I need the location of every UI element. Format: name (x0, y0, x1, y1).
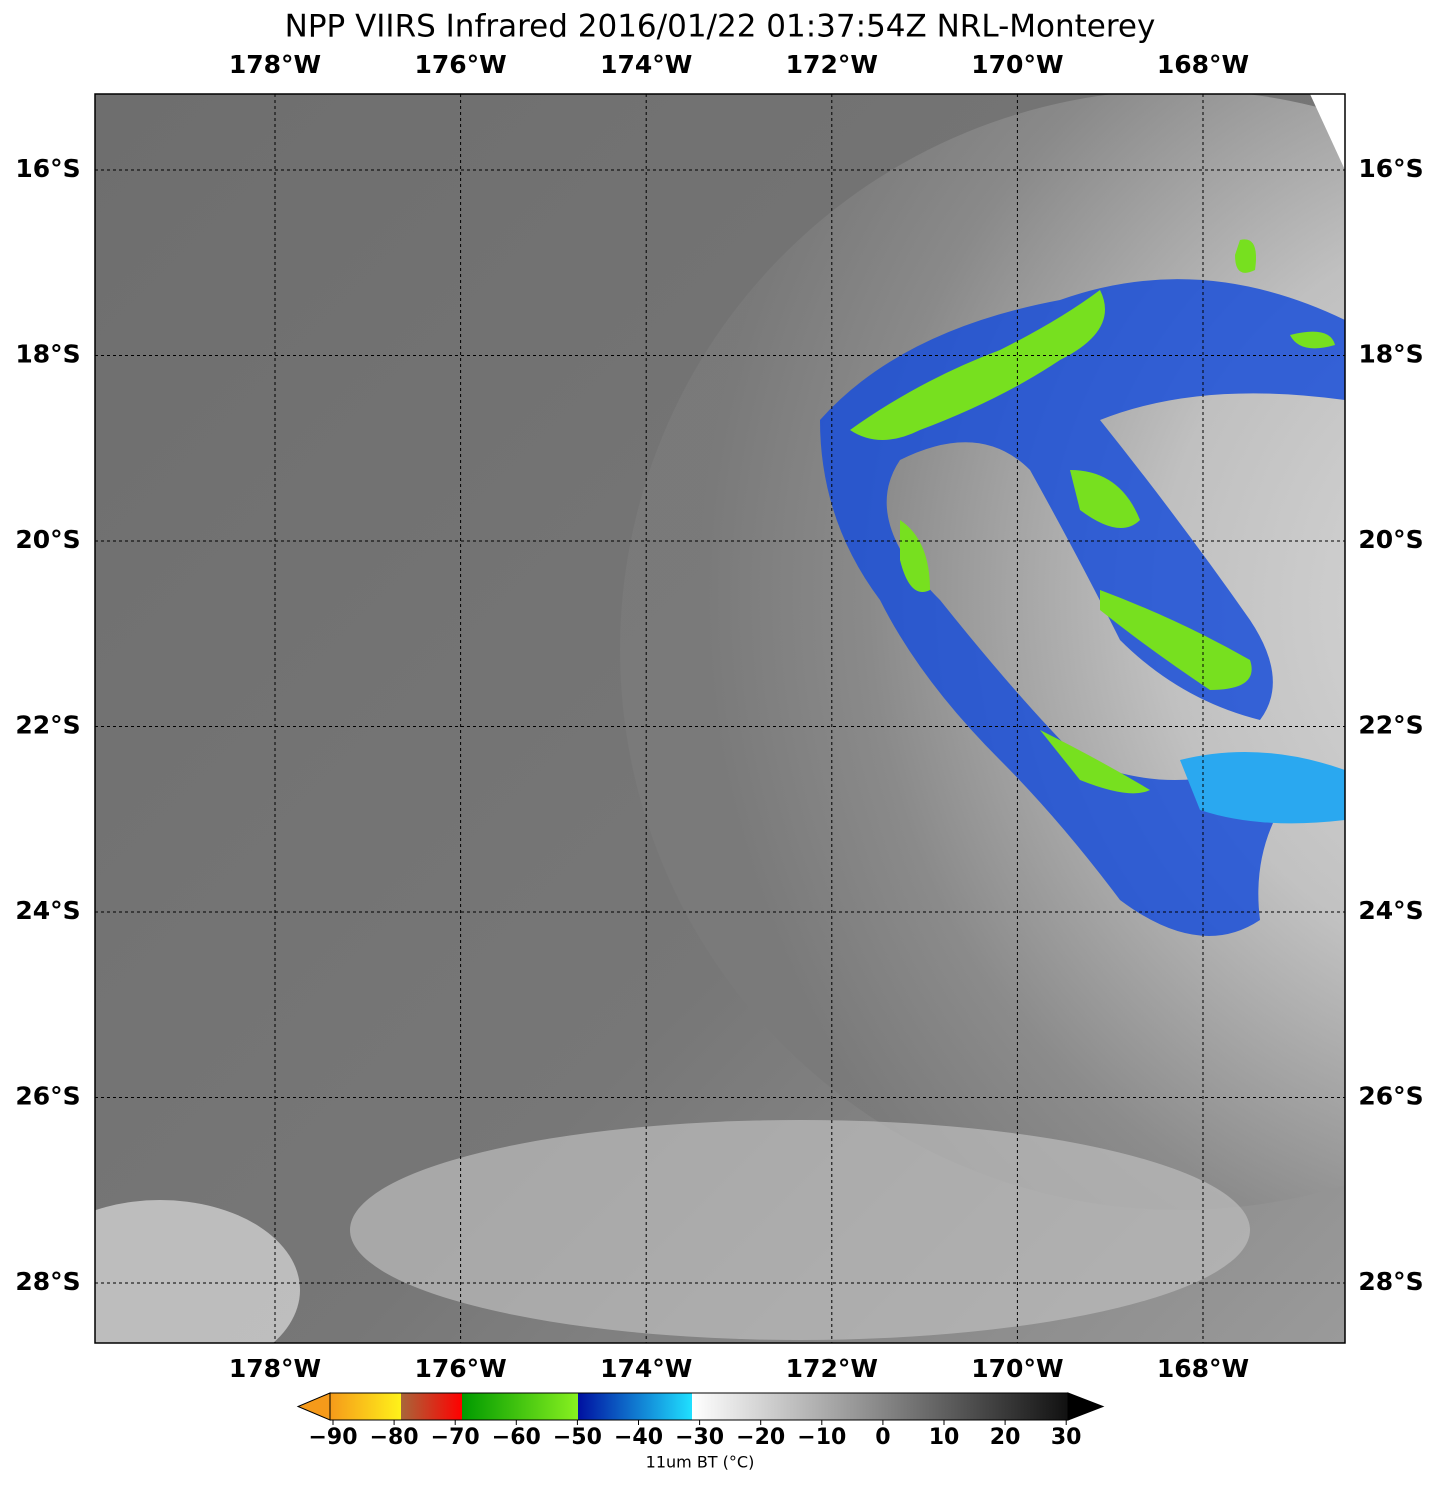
colorbar-tick-label: −80 (370, 1425, 419, 1450)
colorbar-segment (462, 1393, 578, 1420)
longitude-label-top: 174°W (600, 50, 692, 79)
colorbar-tick-label: −30 (675, 1425, 724, 1450)
satellite-image (95, 94, 1345, 1343)
colorbar-tick-label: −40 (614, 1425, 663, 1450)
colorbar-tick-label: −60 (492, 1425, 541, 1450)
graticule (95, 94, 1345, 1343)
colorbar-tick-label: 10 (929, 1425, 960, 1450)
latitude-label-right: 16°S (1358, 154, 1423, 183)
latitude-label-right: 22°S (1358, 711, 1423, 740)
latitude-label-left: 26°S (15, 1082, 80, 1111)
colorbar-tick-label: −90 (308, 1425, 357, 1450)
colorbar-tick-label: −10 (797, 1425, 846, 1450)
latitude-label-left: 24°S (15, 896, 80, 925)
longitude-label-top: 176°W (414, 50, 506, 79)
colorbar-segment (401, 1393, 462, 1420)
colorbar-segment (692, 1393, 1068, 1420)
latitude-label-left: 28°S (15, 1267, 80, 1296)
latitude-label-right: 18°S (1358, 340, 1423, 369)
colorbar-tick-label: −70 (431, 1425, 480, 1450)
longitude-label-bottom: 178°W (229, 1354, 321, 1383)
latitude-label-left: 18°S (15, 340, 80, 369)
latitude-label-right: 28°S (1358, 1267, 1423, 1296)
colorbar-segment (578, 1393, 692, 1420)
title: NPP VIIRS Infrared 2016/01/22 01:37:54Z … (285, 9, 1156, 45)
colorbar-extend-low (296, 1392, 331, 1421)
latitude-label-left: 22°S (15, 711, 80, 740)
latitude-label-left: 16°S (15, 154, 80, 183)
longitude-label-bottom: 176°W (414, 1354, 506, 1383)
colorbar-extend-high (1067, 1392, 1105, 1421)
longitude-label-bottom: 172°W (786, 1354, 878, 1383)
colorbar-label: 11um BT (°C) (646, 1453, 755, 1472)
longitude-label-bottom: 174°W (600, 1354, 692, 1383)
map-frame (94, 93, 1346, 1344)
latitude-label-left: 20°S (15, 525, 80, 554)
longitude-label-bottom: 170°W (971, 1354, 1063, 1383)
axis-labels: 178°W 178°W 176°W 176°W 174°W 174°W 172°W 172°W… (15, 50, 1423, 1383)
longitude-label-bottom: 168°W (1157, 1354, 1249, 1383)
latitude-label-right: 20°S (1358, 525, 1423, 554)
longitude-label-top: 168°W (1157, 50, 1249, 79)
colorbar-tick-label: 30 (1051, 1425, 1082, 1450)
colorbar-tick-label: 0 (875, 1425, 890, 1450)
longitude-label-top: 178°W (229, 50, 321, 79)
longitude-label-top: 170°W (971, 50, 1063, 79)
latitude-label-right: 24°S (1358, 896, 1423, 925)
latitude-label-right: 26°S (1358, 1082, 1423, 1111)
colorbar-tick-label: 20 (990, 1425, 1021, 1450)
colorbar-frame (329, 1392, 1069, 1421)
colorbar-tick-label: −20 (736, 1425, 785, 1450)
colorbar-segment (330, 1393, 401, 1420)
colorbar: 11um BT (°C) −90 −80 −70 −60 −50 −40 −30 −20 −10… (296, 1392, 1105, 1472)
longitude-label-top: 172°W (786, 50, 878, 79)
colorbar-tick-label: −50 (553, 1425, 602, 1450)
